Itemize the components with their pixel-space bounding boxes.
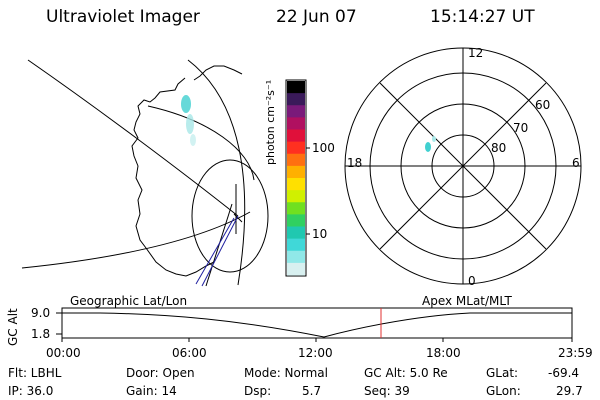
status-gc-alt: GC Alt: 5.0 Re (364, 366, 448, 380)
coastline (131, 77, 215, 277)
colorbar-band (287, 238, 305, 252)
gc-alt-timeline (56, 307, 573, 342)
polar-label-0: 0 (468, 274, 476, 288)
colorbar-band (287, 165, 305, 179)
colorbar-band (287, 105, 305, 118)
status-glon-label: GLon: (486, 384, 521, 398)
status-dsp-value: 5.7 (302, 384, 322, 398)
timeline-xtick-2359: 23:59 (558, 346, 593, 360)
status-glat-label: GLat: (486, 366, 519, 380)
timeline-ytick-9: 9.0 (31, 306, 51, 320)
colorbar-band (287, 202, 305, 215)
aurora-polar (425, 136, 436, 152)
colorbar-tick-100: 100 (312, 141, 335, 155)
colorbar-band (287, 178, 305, 191)
colorbar-band (287, 190, 305, 203)
geographic-map (21, 59, 269, 287)
colorbar-tick-10: 10 (312, 227, 328, 241)
parallel-arc (21, 211, 251, 269)
time-label: 15:14:27 UT (430, 7, 535, 27)
status-gain: Gain: 14 (126, 384, 177, 398)
colorbar-band (287, 117, 305, 131)
status-door: Door: Open (126, 366, 195, 380)
colorbar-band (287, 81, 305, 94)
status-glon-value: 29.7 (556, 384, 583, 398)
colorbar-band (287, 153, 305, 167)
polar-lat-60: 60 (535, 98, 551, 112)
timeline-axis-label: GC Alt (6, 308, 20, 346)
meridian-arc (187, 59, 246, 286)
colorbar-band (287, 129, 305, 143)
footprint-ellipse (191, 159, 269, 273)
timeline-right-title: Apex MLat/MLT (422, 294, 512, 308)
polar-label-6: 6 (572, 156, 580, 170)
status-ip: IP: 36.0 (8, 384, 54, 398)
colorbar-band (287, 250, 305, 264)
polar-label-12: 12 (468, 46, 484, 60)
timeline-xtick-0600: 06:00 (172, 346, 207, 360)
status-glat-value: -69.4 (548, 366, 580, 380)
date-label: 22 Jun 07 (276, 7, 357, 27)
colorbar-band (287, 226, 305, 240)
colorbar-band (287, 262, 305, 276)
instrument-title: Ultraviolet Imager (46, 7, 200, 27)
polar-lat-70: 70 (513, 121, 529, 135)
colorbar-band (287, 141, 305, 155)
colorbar (285, 79, 307, 277)
polar-lat-80: 80 (491, 141, 507, 155)
aurora-map (181, 95, 196, 146)
polar-plot (344, 47, 582, 285)
status-seq: Seq: 39 (364, 384, 410, 398)
timeline-xtick-1200: 12:00 (298, 346, 333, 360)
timeline-xtick-1800: 18:00 (426, 346, 461, 360)
status-mode: Mode: Normal (244, 366, 328, 380)
colorbar-band (287, 93, 305, 106)
status-flt: Flt: LBHL (8, 366, 62, 380)
colorbar-band (287, 214, 305, 228)
timeline-xtick-0000: 00:00 (46, 346, 81, 360)
polar-label-18: 18 (347, 156, 363, 170)
timeline-left-title: Geographic Lat/Lon (70, 294, 188, 308)
colorbar-unit-label: photon cm⁻²s⁻¹ (264, 79, 277, 165)
status-dsp-label: Dsp: (244, 384, 272, 398)
timeline-ytick-1-8: 1.8 (31, 327, 51, 341)
long-arc (27, 59, 239, 217)
projection-line (201, 215, 239, 287)
